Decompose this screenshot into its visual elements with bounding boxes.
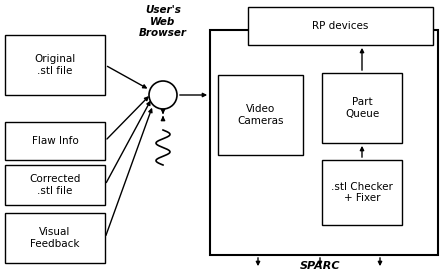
Text: User's
Web
Browser: User's Web Browser (139, 5, 187, 38)
Text: Original
.stl file: Original .stl file (34, 54, 76, 76)
Text: RP devices: RP devices (312, 21, 369, 31)
Text: SPARC
2.0: SPARC 2.0 (300, 261, 340, 273)
Bar (322, 160, 402, 225)
Bar (218, 75, 303, 155)
Text: Corrected
.stl file: Corrected .stl file (29, 174, 81, 196)
Bar (210, 30, 438, 255)
Bar (5, 213, 105, 263)
Bar (5, 122, 105, 160)
Circle shape (149, 81, 177, 109)
Text: Part
Queue: Part Queue (345, 97, 379, 119)
Text: .stl Checker
+ Fixer: .stl Checker + Fixer (331, 182, 393, 203)
Text: Video
Cameras: Video Cameras (237, 104, 284, 126)
Bar (322, 73, 402, 143)
Bar (248, 7, 433, 45)
Bar (5, 165, 105, 205)
Text: Visual
Feedback: Visual Feedback (30, 227, 80, 249)
Bar (5, 35, 105, 95)
Text: Flaw Info: Flaw Info (32, 136, 78, 146)
